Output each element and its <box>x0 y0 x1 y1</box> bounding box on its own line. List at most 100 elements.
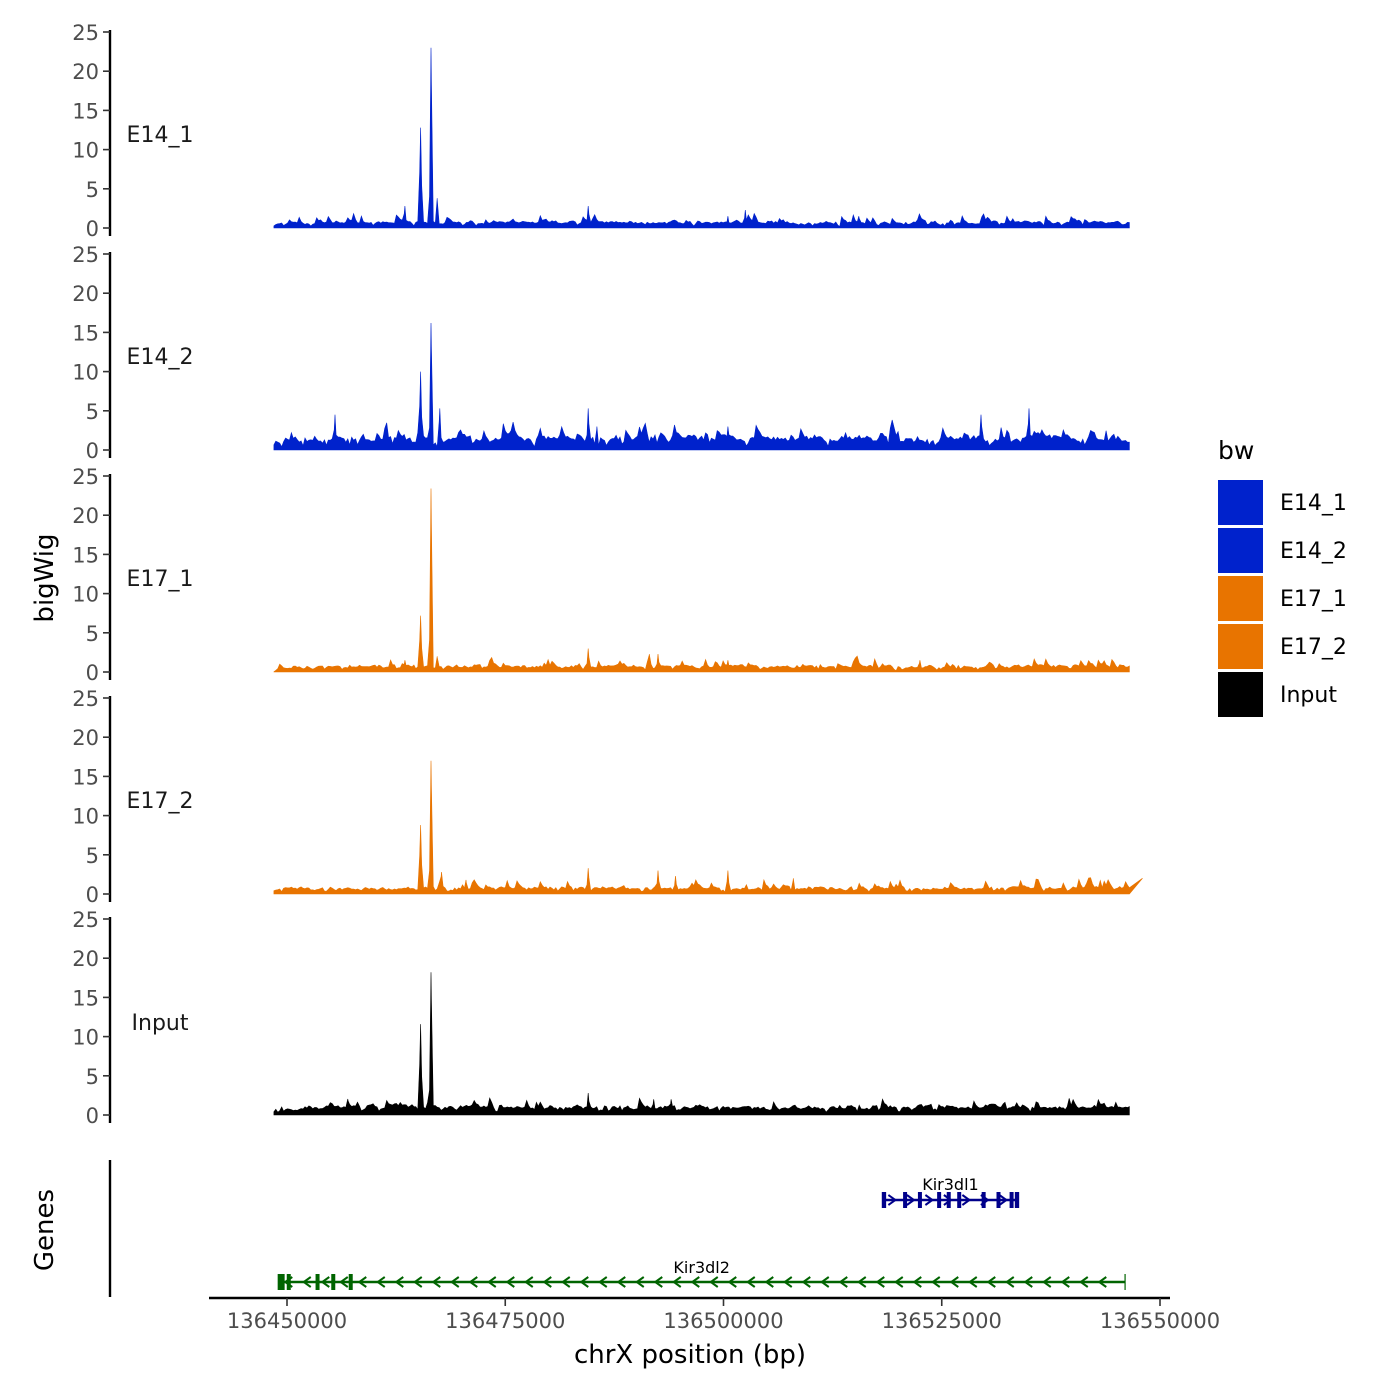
exon <box>1014 1192 1019 1208</box>
y-tick-label: 5 <box>86 622 99 646</box>
y-tick-label: 10 <box>72 139 99 163</box>
strand-arrow <box>431 1276 441 1288</box>
y-tick-label: 15 <box>72 986 99 1010</box>
exon <box>315 1274 320 1290</box>
y-tick-label: 0 <box>86 439 99 463</box>
exon <box>348 1274 353 1290</box>
strand-arrow <box>968 1276 978 1288</box>
legend-swatch-E17_2 <box>1218 624 1263 669</box>
legend-label-E14_1: E14_1 <box>1280 491 1347 516</box>
track-E17_2: 0 5 10 15 20 25 E17_2 <box>72 687 1143 907</box>
strand-arrow <box>1060 1276 1070 1288</box>
strand-arrow <box>487 1276 497 1288</box>
y-tick-label: 15 <box>72 765 99 789</box>
y-tick-label: 20 <box>72 947 99 971</box>
exon <box>981 1192 986 1208</box>
y-tick-label: 25 <box>72 908 99 932</box>
exon <box>1009 1192 1014 1208</box>
strand-arrow <box>820 1276 830 1288</box>
strand-arrow <box>579 1276 589 1288</box>
signal-area-E14_2 <box>273 322 1130 451</box>
x-tick-label: 136500000 <box>663 1309 783 1333</box>
y-tick-label: 15 <box>72 543 99 567</box>
strand-arrow <box>468 1276 478 1288</box>
track-panels: 0 5 10 15 20 25 E14_1 0 5 10 15 20 25 E14_2 0 5 10 15 20 25… <box>72 21 1143 1128</box>
exon <box>917 1192 922 1208</box>
y-tick-label: 25 <box>72 21 99 45</box>
legend-title: bw <box>1218 436 1254 465</box>
legend-label-E14_2: E14_2 <box>1280 539 1347 564</box>
strand-arrow <box>302 1276 312 1288</box>
exon <box>280 1274 285 1290</box>
y-tick-label: 10 <box>72 805 99 829</box>
strand-arrow <box>998 1194 1009 1206</box>
y-tick-label: 5 <box>86 178 99 202</box>
strand-arrow <box>1079 1276 1089 1288</box>
y-tick-label: 0 <box>86 217 99 241</box>
strand-arrow <box>598 1276 608 1288</box>
strand-arrow <box>746 1276 756 1288</box>
gene-Kir3dl1: Kir3dl1 <box>881 1175 1020 1208</box>
gene-Kir3dl2: Kir3dl2 <box>277 1258 1126 1290</box>
y-tick-label: 5 <box>86 1065 99 1089</box>
strand-arrow <box>906 1194 916 1206</box>
exon <box>278 1274 283 1290</box>
y-tick-label: 15 <box>72 321 99 345</box>
y-tick-label: 20 <box>72 282 99 306</box>
gene-label: Kir3dl1 <box>922 1175 978 1194</box>
signal-area-Input <box>273 972 1130 1116</box>
strand-arrow <box>616 1276 626 1288</box>
track-Input: 0 5 10 15 20 25 Input <box>72 908 1130 1128</box>
genes-panel: 136450000 136475000 136500000 136525000 1365… <box>108 1160 1220 1333</box>
strand-arrow <box>1097 1276 1107 1288</box>
strand-arrow <box>709 1276 719 1288</box>
exon <box>903 1192 908 1208</box>
strand-arrow <box>931 1276 941 1288</box>
exon <box>331 1274 336 1290</box>
strand-arrow <box>1023 1276 1033 1288</box>
y-tick-label: 5 <box>86 400 99 424</box>
legend-swatch-E14_1 <box>1218 480 1263 525</box>
y-tick-label: 20 <box>72 504 99 528</box>
strand-arrow <box>672 1276 682 1288</box>
signal-area-E17_2 <box>273 760 1143 895</box>
y-tick-label: 10 <box>72 361 99 385</box>
strand-arrow <box>783 1276 793 1288</box>
strand-arrow <box>1005 1276 1015 1288</box>
x-tick-label: 136525000 <box>882 1309 1002 1333</box>
strand-arrow <box>635 1276 645 1288</box>
strand-arrow <box>505 1276 515 1288</box>
y-tick-label: 25 <box>72 465 99 489</box>
x-axis-title: chrX position (bp) <box>574 1340 806 1370</box>
legend-swatch-E17_1 <box>1218 576 1263 621</box>
legend-label-E17_1: E17_1 <box>1280 587 1347 612</box>
track-E17_1: 0 5 10 15 20 25 E17_1 <box>72 465 1130 685</box>
exon <box>946 1192 951 1208</box>
track-label-E17_2: E17_2 <box>127 789 194 814</box>
x-tick-label: 136450000 <box>227 1309 347 1333</box>
y-tick-label: 5 <box>86 844 99 868</box>
y-tick-label: 10 <box>72 1026 99 1050</box>
strand-arrow <box>394 1276 404 1288</box>
strand-arrow <box>1042 1276 1052 1288</box>
strand-arrow <box>357 1276 367 1288</box>
strand-arrow <box>894 1276 904 1288</box>
track-label-E14_2: E14_2 <box>127 345 194 370</box>
legend-swatch-Input <box>1218 672 1263 717</box>
strand-arrow <box>949 1276 959 1288</box>
y-tick-label: 0 <box>86 661 99 685</box>
strand-arrow <box>764 1276 774 1288</box>
y-tick-label: 20 <box>72 726 99 750</box>
signal-area-E14_1 <box>273 47 1130 229</box>
strand-arrow <box>727 1276 737 1288</box>
x-tick-label: 136550000 <box>1100 1309 1220 1333</box>
legend-swatch-E14_2 <box>1218 528 1263 573</box>
y-tick-label: 25 <box>72 243 99 267</box>
y-tick-label: 25 <box>72 687 99 711</box>
strand-arrow <box>924 1194 935 1206</box>
track-E14_1: 0 5 10 15 20 25 E14_1 <box>72 21 1130 241</box>
strand-arrow <box>450 1276 460 1288</box>
y-tick-label: 15 <box>72 99 99 123</box>
strand-arrow <box>339 1276 349 1288</box>
